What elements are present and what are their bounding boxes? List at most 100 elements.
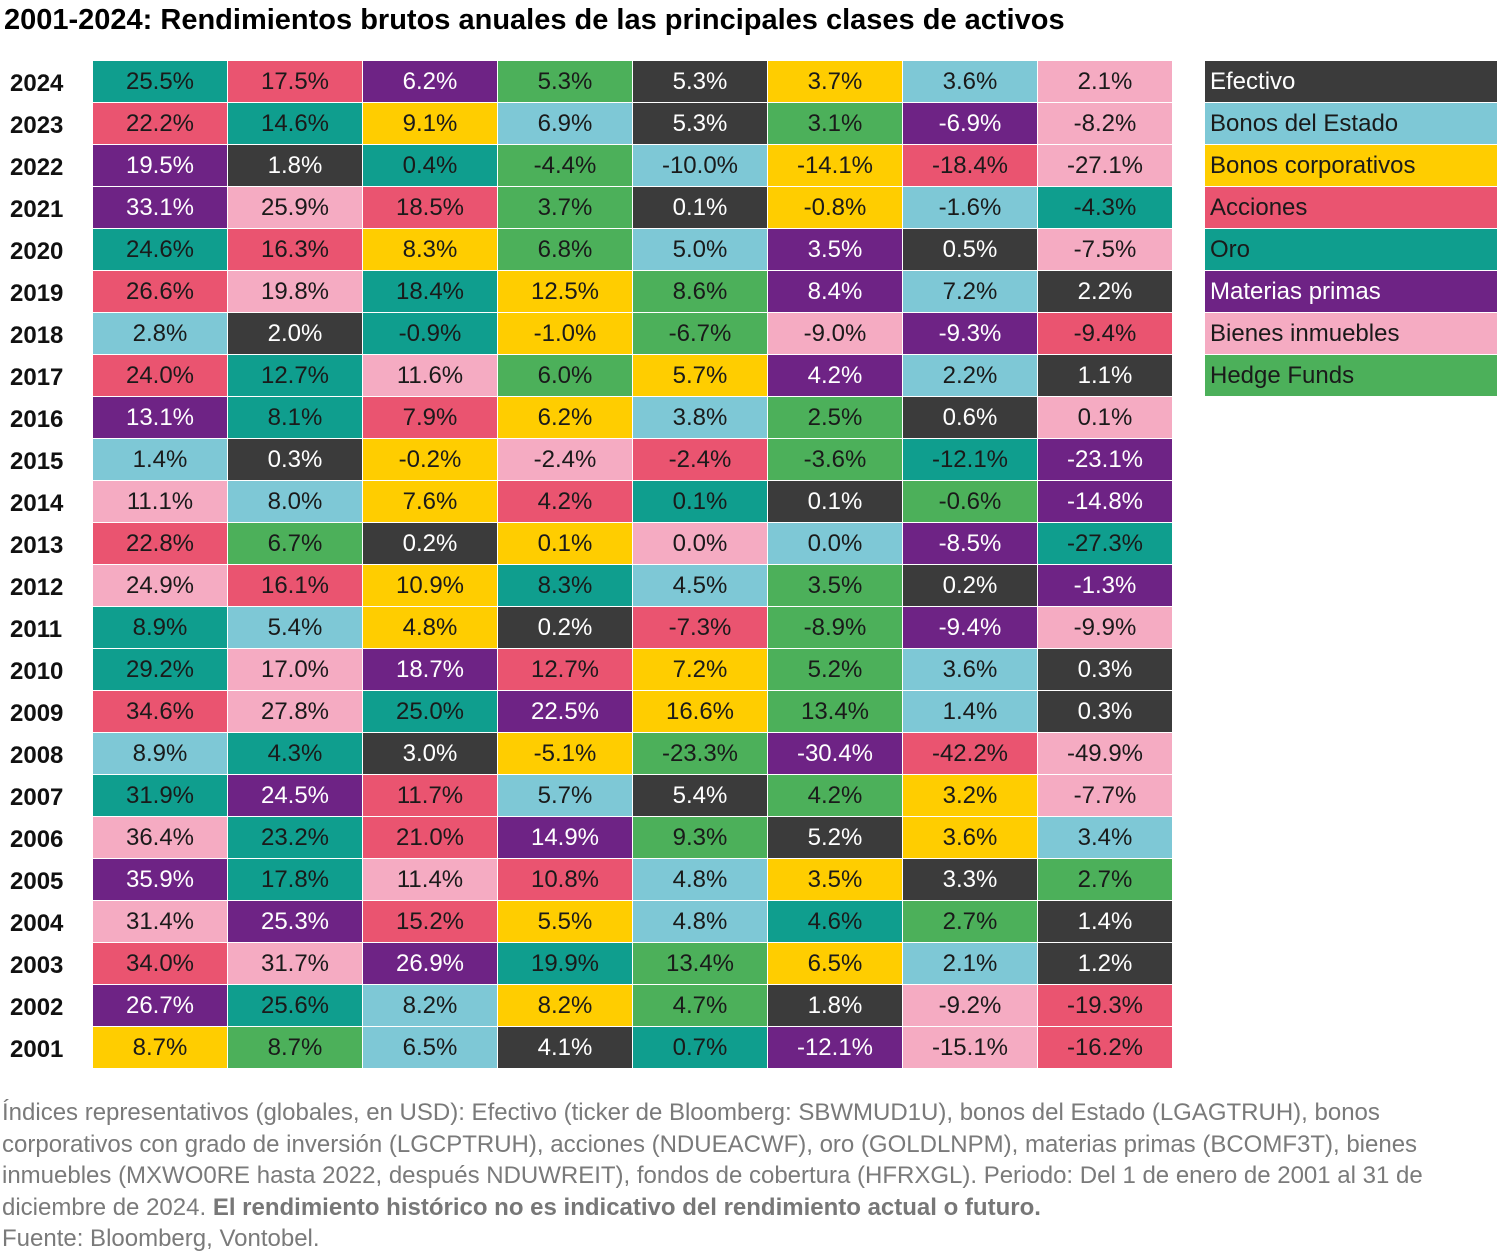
- return-cell: 0.2%: [363, 523, 497, 564]
- return-cell: 2.0%: [228, 313, 362, 354]
- return-cell: 5.4%: [228, 607, 362, 648]
- return-cell: 8.9%: [93, 607, 227, 648]
- legend-item: Bonos del Estado: [1205, 103, 1497, 144]
- return-cell: 10.9%: [363, 565, 497, 606]
- return-cell: -5.1%: [498, 733, 632, 774]
- return-cell: 3.3%: [903, 859, 1037, 900]
- return-cell: 8.3%: [498, 565, 632, 606]
- return-cell: 5.7%: [633, 355, 767, 396]
- return-cell: 3.2%: [903, 775, 1037, 816]
- return-cell: 4.8%: [363, 607, 497, 648]
- table-row: 2013 22.8% 6.7% 0.2% 0.1% 0.0% 0.0% -8.5% -27.3%: [0, 523, 1173, 565]
- return-cell: 5.2%: [768, 817, 902, 858]
- table-row: 2008 8.9% 4.3% 3.0% -5.1% -23.3% -30.4% -42.2% -…: [0, 733, 1173, 775]
- table-row: 2001 8.7% 8.7% 6.5% 4.1% 0.7% -12.1% -15.1% -16.…: [0, 1027, 1173, 1069]
- return-cell: 0.0%: [768, 523, 902, 564]
- table-row: 2018 2.8% 2.0% -0.9% -1.0% -6.7% -9.0% -9.3% -9.…: [0, 313, 1173, 355]
- return-cell: 8.4%: [768, 271, 902, 312]
- return-cell: 6.8%: [498, 229, 632, 270]
- return-cell: 7.9%: [363, 397, 497, 438]
- return-cell: 8.6%: [633, 271, 767, 312]
- return-cell: 5.0%: [633, 229, 767, 270]
- return-cell: -1.3%: [1038, 565, 1172, 606]
- return-cell: 17.5%: [228, 61, 362, 102]
- return-cell: 5.5%: [498, 901, 632, 942]
- legend-item: Bienes inmuebles: [1205, 313, 1497, 354]
- return-cell: 16.1%: [228, 565, 362, 606]
- footnote-source: Fuente: Bloomberg, Vontobel.: [2, 1225, 320, 1252]
- return-cell: 12.7%: [228, 355, 362, 396]
- return-cell: 5.2%: [768, 649, 902, 690]
- return-cell: 4.3%: [228, 733, 362, 774]
- return-cell: -8.5%: [903, 523, 1037, 564]
- return-cell: 6.9%: [498, 103, 632, 144]
- return-cell: 8.2%: [498, 985, 632, 1026]
- year-label: 2023: [10, 112, 64, 139]
- return-cell: 3.6%: [903, 649, 1037, 690]
- return-cell: -6.7%: [633, 313, 767, 354]
- returns-table: 2024 25.5% 17.5% 6.2% 5.3% 5.3% 3.7% 3.6% 2.1% 20…: [0, 61, 1173, 1069]
- return-cell: 6.7%: [228, 523, 362, 564]
- return-cell: -4.4%: [498, 145, 632, 186]
- return-cell: 1.4%: [93, 439, 227, 480]
- return-cell: 25.0%: [363, 691, 497, 732]
- footnote-emphasis: El rendimiento histórico no es indicativ…: [212, 1193, 1041, 1221]
- return-cell: 34.0%: [93, 943, 227, 984]
- year-label: 2012: [10, 574, 64, 601]
- year-label: 2008: [10, 742, 64, 769]
- return-cell: 29.2%: [93, 649, 227, 690]
- return-cell: -0.2%: [363, 439, 497, 480]
- return-cell: 9.3%: [633, 817, 767, 858]
- return-cell: -27.3%: [1038, 523, 1172, 564]
- return-cell: 0.4%: [363, 145, 497, 186]
- year-label: 2020: [10, 238, 64, 265]
- return-cell: 0.1%: [633, 481, 767, 522]
- return-cell: 12.7%: [498, 649, 632, 690]
- return-cell: -9.2%: [903, 985, 1037, 1026]
- return-cell: 0.1%: [768, 481, 902, 522]
- return-cell: -30.4%: [768, 733, 902, 774]
- return-cell: 3.5%: [768, 229, 902, 270]
- return-cell: 0.3%: [1038, 649, 1172, 690]
- return-cell: 21.0%: [363, 817, 497, 858]
- return-cell: 4.2%: [768, 775, 902, 816]
- return-cell: 15.2%: [363, 901, 497, 942]
- table-row: 2015 1.4% 0.3% -0.2% -2.4% -2.4% -3.6% -12.1% -2…: [0, 439, 1173, 481]
- return-cell: -3.6%: [768, 439, 902, 480]
- return-cell: 3.6%: [903, 817, 1037, 858]
- legend-item: Oro: [1205, 229, 1497, 270]
- return-cell: -10.0%: [633, 145, 767, 186]
- return-cell: 8.7%: [228, 1027, 362, 1068]
- table-row: 2023 22.2% 14.6% 9.1% 6.9% 5.3% 3.1% -6.9% -8.2%: [0, 103, 1173, 145]
- return-cell: 24.0%: [93, 355, 227, 396]
- return-cell: 19.8%: [228, 271, 362, 312]
- return-cell: 7.6%: [363, 481, 497, 522]
- return-cell: 24.5%: [228, 775, 362, 816]
- return-cell: 0.3%: [228, 439, 362, 480]
- return-cell: 13.1%: [93, 397, 227, 438]
- return-cell: -2.4%: [498, 439, 632, 480]
- return-cell: 11.6%: [363, 355, 497, 396]
- return-cell: 31.4%: [93, 901, 227, 942]
- return-cell: 9.1%: [363, 103, 497, 144]
- return-cell: 8.0%: [228, 481, 362, 522]
- return-cell: 7.2%: [633, 649, 767, 690]
- return-cell: 22.5%: [498, 691, 632, 732]
- return-cell: 16.6%: [633, 691, 767, 732]
- return-cell: 6.2%: [363, 61, 497, 102]
- return-cell: -2.4%: [633, 439, 767, 480]
- return-cell: 35.9%: [93, 859, 227, 900]
- return-cell: 31.7%: [228, 943, 362, 984]
- table-row: 2003 34.0% 31.7% 26.9% 19.9% 13.4% 6.5% 2.1% 1.2…: [0, 943, 1173, 985]
- return-cell: 10.8%: [498, 859, 632, 900]
- return-cell: 22.8%: [93, 523, 227, 564]
- return-cell: -23.3%: [633, 733, 767, 774]
- return-cell: -16.2%: [1038, 1027, 1172, 1068]
- table-row: 2010 29.2% 17.0% 18.7% 12.7% 7.2% 5.2% 3.6% 0.3%: [0, 649, 1173, 691]
- return-cell: 34.6%: [93, 691, 227, 732]
- year-label: 2021: [10, 196, 64, 223]
- return-cell: 36.4%: [93, 817, 227, 858]
- return-cell: 2.2%: [1038, 271, 1172, 312]
- return-cell: 4.6%: [768, 901, 902, 942]
